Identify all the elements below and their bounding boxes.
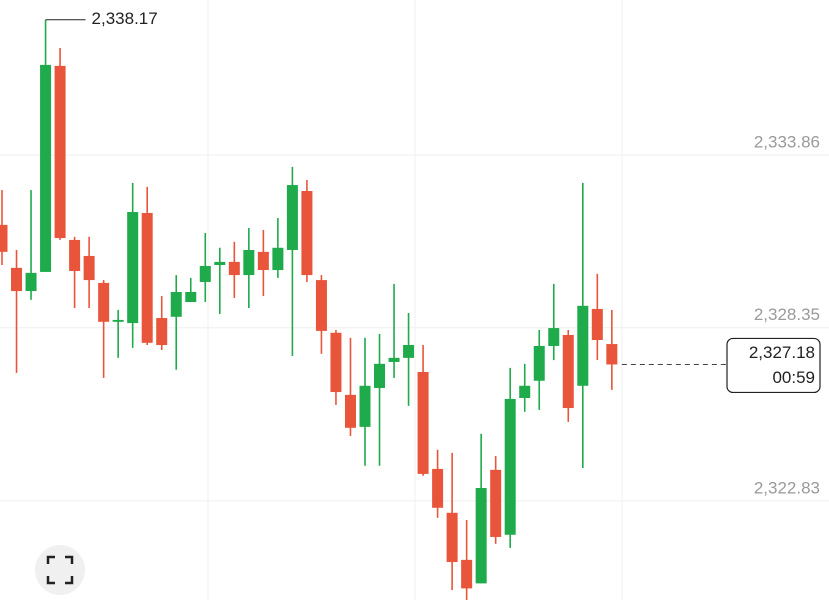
candle-body xyxy=(40,64,52,272)
candle-body xyxy=(475,488,487,584)
last-price-box xyxy=(726,337,821,394)
candle-body xyxy=(54,65,66,239)
candle-body xyxy=(228,261,240,276)
candle-body xyxy=(374,363,386,388)
candle-body xyxy=(11,267,23,292)
last-price-label: 2,327.18 xyxy=(749,343,815,362)
candle-body xyxy=(141,212,153,343)
candle-body xyxy=(257,251,269,271)
candle-body xyxy=(562,334,574,409)
candle-body xyxy=(490,469,502,537)
candle-body xyxy=(301,191,313,276)
candle-body xyxy=(170,292,182,317)
candle-body xyxy=(591,308,603,340)
y-tick-label: 2,328.35 xyxy=(754,305,820,324)
candle-body xyxy=(185,292,197,303)
candle-body xyxy=(69,239,81,271)
candle-body xyxy=(0,224,8,252)
candle-body xyxy=(98,282,110,322)
candle-body xyxy=(25,272,37,292)
countdown: 00:59 xyxy=(772,368,815,387)
candle-body xyxy=(272,247,284,271)
y-tick-label: 2,322.83 xyxy=(754,478,820,497)
candle-body xyxy=(548,328,560,346)
candle-body xyxy=(606,344,618,365)
candle-body xyxy=(243,249,255,276)
candle-body xyxy=(403,345,415,358)
candle-body xyxy=(315,280,327,331)
candle-body xyxy=(432,468,444,508)
y-tick-label: 2,333.86 xyxy=(754,132,820,151)
candle-body xyxy=(359,385,371,427)
candle-body xyxy=(214,261,226,266)
candle-body xyxy=(199,265,211,282)
candle-body xyxy=(533,345,545,381)
candle-body xyxy=(330,332,342,393)
candle-body xyxy=(127,212,139,324)
candle-body xyxy=(446,512,458,563)
candle-body xyxy=(344,394,356,428)
candle-body xyxy=(417,371,429,474)
candle-body xyxy=(577,305,589,386)
candle-body xyxy=(519,385,531,399)
candle-body xyxy=(461,559,473,589)
candle-body xyxy=(156,318,168,346)
fullscreen-button[interactable] xyxy=(35,545,85,595)
high-marker-label: 2,338.17 xyxy=(92,9,158,28)
candle-body xyxy=(388,357,400,362)
candle-body xyxy=(112,319,124,322)
candle-body xyxy=(83,255,95,281)
candle-body xyxy=(286,185,298,250)
candle-body xyxy=(504,398,516,535)
